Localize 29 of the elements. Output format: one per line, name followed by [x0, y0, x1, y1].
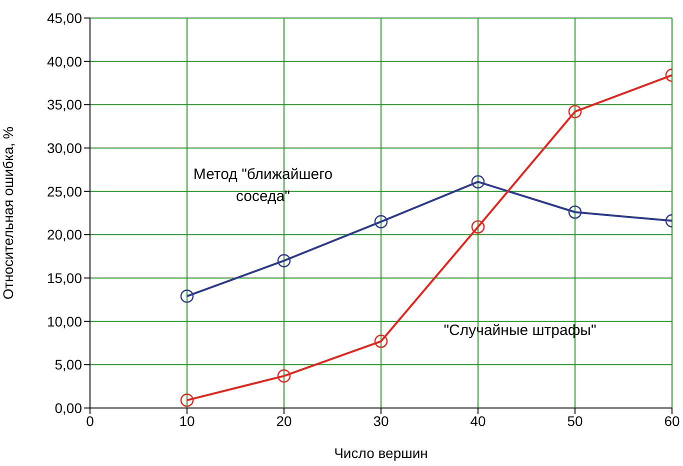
y-tick-label: 10,00 — [46, 313, 82, 330]
x-tick-label: 40 — [470, 412, 486, 429]
point — [277, 369, 291, 383]
x-tick-label: 10 — [179, 412, 195, 429]
y-tick-label: 35,00 — [46, 96, 82, 113]
point — [568, 104, 582, 118]
point — [568, 205, 582, 219]
point — [180, 290, 194, 303]
point — [374, 334, 388, 348]
point — [374, 215, 388, 228]
y-tick-label: 45,00 — [46, 10, 82, 26]
x-tick-label: 0 — [86, 412, 94, 429]
point — [277, 254, 291, 268]
y-tick-label: 30,00 — [46, 140, 82, 156]
x-tick-label: 50 — [567, 412, 583, 429]
y-tick-label: 15,00 — [46, 270, 82, 286]
x-axis-title: Число вершин — [334, 445, 428, 461]
x-tick-label: 30 — [373, 412, 389, 429]
y-tick-label: 25,00 — [46, 183, 82, 200]
point — [471, 175, 485, 188]
point — [471, 220, 485, 234]
x-tick-label: 20 — [276, 412, 292, 429]
y-tick-label: 20,00 — [46, 226, 82, 243]
y-tick-label: 5,00 — [54, 356, 82, 373]
point — [180, 394, 194, 407]
y-tick-label: 40,00 — [46, 53, 82, 70]
y-axis-title: Относительная ошибка, % — [0, 126, 16, 300]
y-tick-label: 0,00 — [54, 400, 82, 416]
x-tick-label: 60 — [664, 412, 680, 429]
